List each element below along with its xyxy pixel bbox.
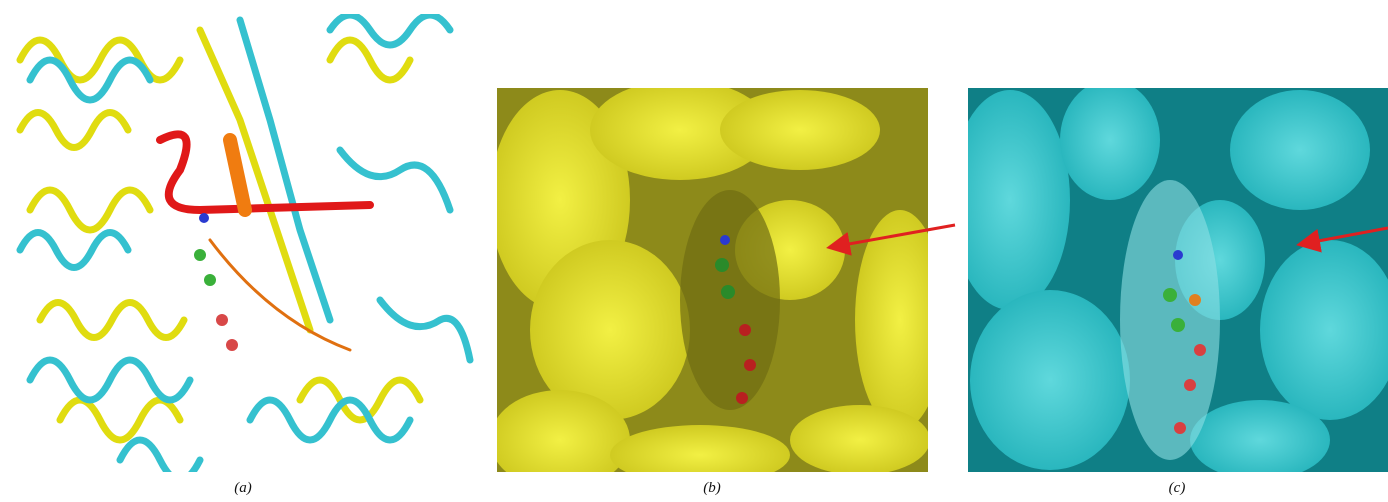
panel-c-image [950,80,1388,480]
figure: (a) (b) (c) [0,0,1388,502]
panel-label: (a) [234,480,252,496]
panel-label: (c) [1169,480,1186,496]
panel-b-image [490,80,945,490]
panel-a-image [20,15,470,480]
panel-label: (b) [703,480,721,496]
